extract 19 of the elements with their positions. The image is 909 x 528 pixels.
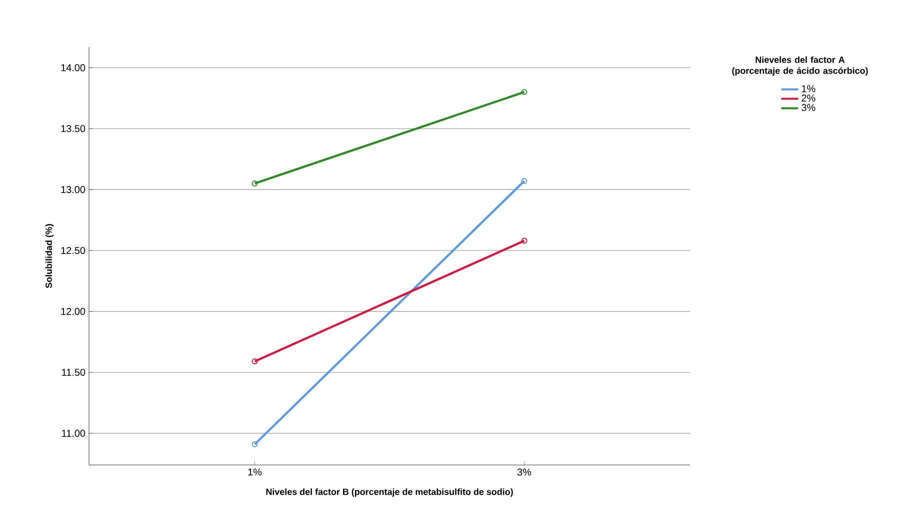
x-axis-title: Niveles del factor B (porcentaje de metabisulfito de sodio)	[266, 488, 513, 497]
y-tick-label: 12.00	[61, 308, 86, 315]
y-tick-label: 13.50	[61, 125, 86, 132]
point	[252, 180, 258, 186]
point	[521, 178, 528, 184]
legend-label: 3%	[802, 104, 816, 112]
point	[252, 358, 258, 364]
legend-title: Nieveles del factor A (porcentaje de ácido ascórbico)	[732, 56, 868, 76]
legend-label: 1%	[802, 85, 816, 92]
point	[521, 238, 528, 244]
y-axis-title: Solubilidad (%)	[45, 224, 54, 288]
legend-label: 2%	[802, 94, 816, 102]
point	[521, 89, 528, 96]
y-tick-label: 14.00	[61, 64, 86, 72]
y-tick-label: 11.00	[62, 430, 86, 437]
point	[252, 441, 258, 448]
y-tick-label: 13.00	[61, 186, 86, 194]
y-tick-label: 11.50	[62, 368, 86, 376]
y-tick-label: 12.50	[61, 246, 86, 254]
